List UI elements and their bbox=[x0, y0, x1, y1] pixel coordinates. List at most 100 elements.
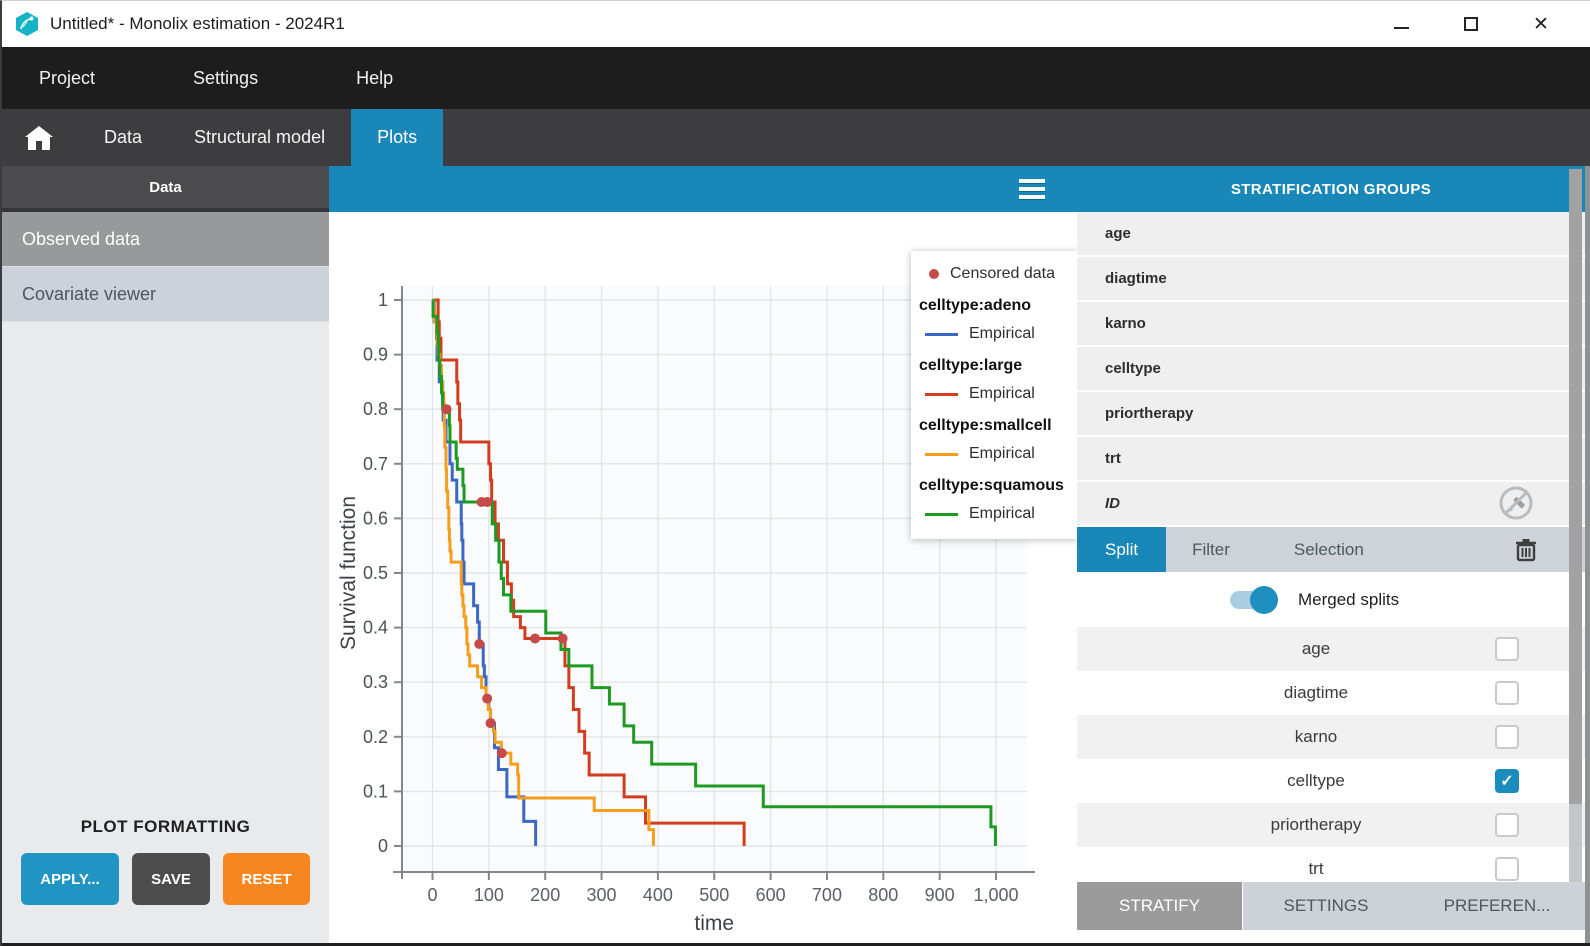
reset-button[interactable]: RESET bbox=[223, 853, 310, 905]
legend-line-swatch bbox=[925, 452, 958, 456]
preferences-button[interactable]: PREFEREN... bbox=[1409, 882, 1585, 930]
x-tick-label: 400 bbox=[643, 885, 673, 905]
checkbox-trt[interactable] bbox=[1495, 857, 1519, 881]
censored-point bbox=[441, 404, 452, 415]
menu-settings[interactable]: Settings bbox=[193, 67, 259, 88]
close-button[interactable]: ✕ bbox=[1533, 13, 1549, 35]
home-tab[interactable] bbox=[2, 109, 78, 166]
strat-group-trt[interactable]: trt bbox=[1077, 437, 1585, 480]
tab-filter[interactable]: Filter bbox=[1192, 539, 1230, 559]
censored-point bbox=[557, 633, 568, 644]
sidebar-header: Data bbox=[2, 166, 329, 212]
plot-menu-icon[interactable] bbox=[1019, 179, 1045, 203]
split-option-label: diagtime bbox=[1283, 683, 1349, 702]
tab-split[interactable]: Split bbox=[1077, 527, 1167, 572]
monolix-logo-icon bbox=[16, 12, 38, 36]
apply-button[interactable]: APPLY... bbox=[21, 853, 119, 905]
menu-help[interactable]: Help bbox=[356, 67, 394, 88]
strat-group-age[interactable]: age bbox=[1077, 212, 1585, 255]
x-tick-label: 300 bbox=[587, 885, 617, 905]
x-tick-label: 0 bbox=[427, 885, 437, 905]
plot-panel: 0 0.1 0.2 0.3 0.4 0.5 0.6 0.7 0.8 0.9 1 0 100 200 300 4… bbox=[329, 166, 1077, 946]
y-tick-label: 0.5 bbox=[363, 563, 388, 583]
legend-series-row: Empirical bbox=[911, 501, 1077, 527]
censored-point bbox=[482, 497, 493, 508]
legend-series-row: Empirical bbox=[911, 441, 1077, 467]
title-bar: Untitled* - Monolix estimation - 2024R1 … bbox=[2, 1, 1590, 47]
survival-plot: 0 0.1 0.2 0.3 0.4 0.5 0.6 0.7 0.8 0.9 1 0 100 200 300 4… bbox=[329, 212, 1077, 946]
strat-group-id-label: ID bbox=[1105, 495, 1120, 512]
legend-censored-row: Censored data bbox=[911, 261, 1077, 287]
split-option-diagtime[interactable]: diagtime bbox=[1077, 671, 1585, 715]
split-option-karno[interactable]: karno bbox=[1077, 715, 1585, 759]
sidebar-item-covariate-viewer[interactable]: Covariate viewer bbox=[2, 267, 329, 322]
home-icon bbox=[25, 125, 53, 150]
series-celltype:large bbox=[432, 298, 746, 846]
split-option-label: trt bbox=[1308, 859, 1324, 878]
x-tick-label: 100 bbox=[474, 885, 504, 905]
x-tick-label: 700 bbox=[812, 885, 842, 905]
left-sidebar: Data Observed data Covariate viewer PLOT… bbox=[2, 166, 329, 946]
maximize-button[interactable] bbox=[1462, 15, 1480, 33]
strat-group-karno[interactable]: karno bbox=[1077, 302, 1585, 345]
censored-marker-icon bbox=[929, 269, 939, 279]
tab-plots[interactable]: Plots bbox=[351, 109, 444, 166]
stratify-button[interactable]: STRATIFY bbox=[1077, 882, 1242, 930]
x-tick-label: 900 bbox=[925, 885, 955, 905]
plot-formatting-title: PLOT FORMATTING bbox=[80, 817, 251, 836]
y-tick-label: 0.1 bbox=[363, 781, 388, 801]
split-option-label: age bbox=[1301, 639, 1331, 658]
split-option-priortherapy[interactable]: priortherapy bbox=[1077, 803, 1585, 847]
x-tick-label: 500 bbox=[699, 885, 729, 905]
checkbox-diagtime[interactable] bbox=[1495, 681, 1519, 705]
checkbox-karno[interactable] bbox=[1495, 725, 1519, 749]
y-tick-label: 0.2 bbox=[363, 727, 388, 747]
legend-censored-label: Censored data bbox=[950, 265, 1055, 282]
tab-selection[interactable]: Selection bbox=[1293, 539, 1364, 559]
checkbox-age[interactable] bbox=[1495, 637, 1519, 661]
legend-group-celltype:smallcell: celltype:smallcell Empirical bbox=[911, 407, 1077, 467]
minimize-button[interactable] bbox=[1392, 15, 1410, 33]
trash-icon[interactable] bbox=[1515, 538, 1537, 562]
checkbox-celltype[interactable]: ✓ bbox=[1495, 769, 1519, 793]
merged-splits-label: Merged splits bbox=[1298, 589, 1400, 609]
strat-group-id[interactable]: ID bbox=[1077, 482, 1585, 525]
legend-series-name: celltype:large bbox=[919, 357, 1023, 374]
strat-group-diagtime[interactable]: diagtime bbox=[1077, 257, 1585, 300]
tab-bar: Data Structural model Plots bbox=[2, 109, 1590, 166]
y-tick-label: 0.4 bbox=[363, 618, 388, 638]
sidebar-item-observed-data[interactable]: Observed data bbox=[2, 212, 329, 267]
strat-group-priortherapy[interactable]: priortherapy bbox=[1077, 392, 1585, 435]
y-tick-label: 0.8 bbox=[363, 399, 388, 419]
legend-line-swatch bbox=[925, 392, 958, 396]
merged-splits-toggle[interactable] bbox=[1230, 585, 1278, 614]
legend-group-celltype:adeno: celltype:adeno Empirical bbox=[911, 287, 1077, 347]
split-option-celltype[interactable]: celltype ✓ bbox=[1077, 759, 1585, 803]
stratification-footer: STRATIFY SETTINGS PREFEREN... bbox=[1077, 882, 1585, 930]
split-option-age[interactable]: age bbox=[1077, 627, 1585, 671]
checkbox-priortherapy[interactable] bbox=[1495, 813, 1519, 837]
legend-series-name: celltype:smallcell bbox=[919, 417, 1052, 434]
plot-header-bar bbox=[329, 166, 1077, 212]
strat-group-celltype[interactable]: celltype bbox=[1077, 347, 1585, 390]
x-tick-label: 200 bbox=[530, 885, 560, 905]
scrollbar-thumb[interactable] bbox=[1569, 169, 1582, 804]
y-tick-label: 0 bbox=[378, 836, 388, 856]
settings-button[interactable]: SETTINGS bbox=[1243, 882, 1409, 930]
y-axis-title: Survival function bbox=[337, 496, 360, 650]
panel-scrollbar[interactable] bbox=[1569, 169, 1582, 882]
legend-line-swatch bbox=[925, 512, 958, 516]
tab-data[interactable]: Data bbox=[104, 127, 143, 147]
menu-project[interactable]: Project bbox=[39, 67, 96, 88]
split-option-label: priortherapy bbox=[1270, 815, 1362, 834]
y-tick-label: 0.3 bbox=[363, 672, 388, 692]
merged-splits-row: Merged splits bbox=[1077, 572, 1585, 627]
censored-point bbox=[485, 718, 496, 729]
series-celltype:squamous bbox=[431, 298, 997, 846]
tab-structural-model[interactable]: Structural model bbox=[194, 127, 326, 147]
legend-empirical-label: Empirical bbox=[969, 325, 1035, 342]
save-button[interactable]: SAVE bbox=[132, 853, 210, 905]
split-option-label: karno bbox=[1294, 727, 1338, 746]
legend-group-celltype:large: celltype:large Empirical bbox=[911, 347, 1077, 407]
